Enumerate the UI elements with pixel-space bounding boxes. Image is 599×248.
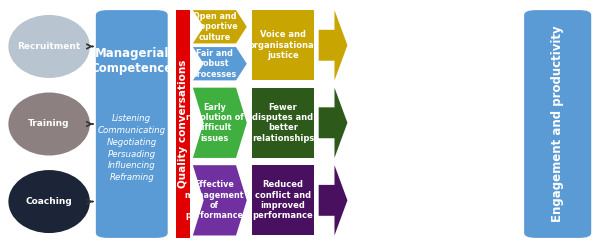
Text: Fewer
disputes and
better
relationships: Fewer disputes and better relationships: [252, 103, 314, 143]
Polygon shape: [319, 10, 347, 80]
Polygon shape: [193, 88, 247, 158]
Polygon shape: [193, 165, 247, 235]
Text: Fair and
robust
processes: Fair and robust processes: [192, 49, 237, 79]
Ellipse shape: [8, 170, 90, 233]
Text: Training: Training: [28, 120, 70, 128]
Text: Effective
management
of
performance: Effective management of performance: [184, 180, 244, 220]
Bar: [252, 165, 314, 235]
Polygon shape: [193, 47, 247, 80]
Text: Coaching: Coaching: [26, 197, 72, 206]
Bar: [176, 10, 190, 238]
Text: Managerial
Competence: Managerial Competence: [90, 47, 173, 75]
Polygon shape: [193, 10, 247, 43]
FancyBboxPatch shape: [524, 10, 591, 238]
Polygon shape: [319, 165, 347, 235]
Text: Quality conversations: Quality conversations: [178, 60, 187, 188]
Polygon shape: [319, 88, 347, 158]
Text: Engagement and productivity: Engagement and productivity: [551, 26, 564, 222]
FancyBboxPatch shape: [96, 10, 168, 238]
Bar: [252, 10, 314, 80]
Ellipse shape: [8, 15, 90, 78]
Text: Early
resolution of
difficult
issues: Early resolution of difficult issues: [186, 103, 243, 143]
Text: Voice and
organisational
justice: Voice and organisational justice: [249, 30, 317, 60]
Text: Recruitment: Recruitment: [17, 42, 81, 51]
Ellipse shape: [8, 93, 90, 155]
Text: Open and
supportive
culture: Open and supportive culture: [190, 12, 239, 42]
Bar: [252, 88, 314, 158]
Text: Reduced
conflict and
improved
performance: Reduced conflict and improved performanc…: [253, 180, 313, 220]
Text: Listening
Communicating
Negotiating
Persuading
Influencing
Reframing: Listening Communicating Negotiating Pers…: [98, 114, 166, 182]
